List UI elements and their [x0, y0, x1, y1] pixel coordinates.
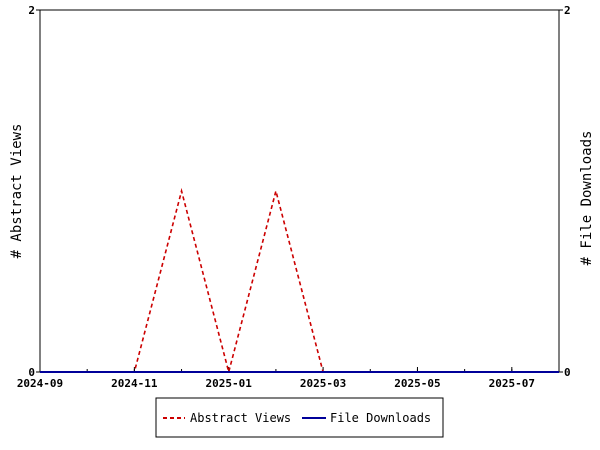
- x-tick-label-2: 2025-01: [206, 377, 253, 390]
- legend-label-abstract-views: Abstract Views: [190, 411, 291, 425]
- legend: Abstract Views File Downloads: [155, 397, 444, 438]
- x-tick-label-1: 2024-11: [111, 377, 158, 390]
- y-axis-left: 02: [28, 4, 40, 379]
- plot-area: [39, 9, 560, 373]
- y-axis-right-title: # File Downloads: [579, 131, 595, 266]
- x-tick-label-3: 2025-03: [300, 377, 346, 390]
- y-axis-left-title: # Abstract Views: [9, 124, 25, 259]
- plot-frame: [39, 9, 560, 373]
- x-tick-label-0: 2024-09: [17, 377, 63, 390]
- y-left-tick-label-0: 0: [28, 366, 35, 379]
- y-right-tick-label-0: 0: [564, 366, 571, 379]
- y-left-tick-label-1: 2: [28, 4, 35, 17]
- series-layer: [40, 187, 559, 376]
- legend-box: [155, 397, 444, 438]
- x-tick-label-5: 2025-07: [489, 377, 535, 390]
- y-axis-right: 02: [559, 4, 571, 379]
- x-tick-label-4: 2025-05: [394, 377, 440, 390]
- legend-label-file-downloads: File Downloads: [330, 411, 431, 425]
- y-right-tick-label-1: 2: [564, 4, 571, 17]
